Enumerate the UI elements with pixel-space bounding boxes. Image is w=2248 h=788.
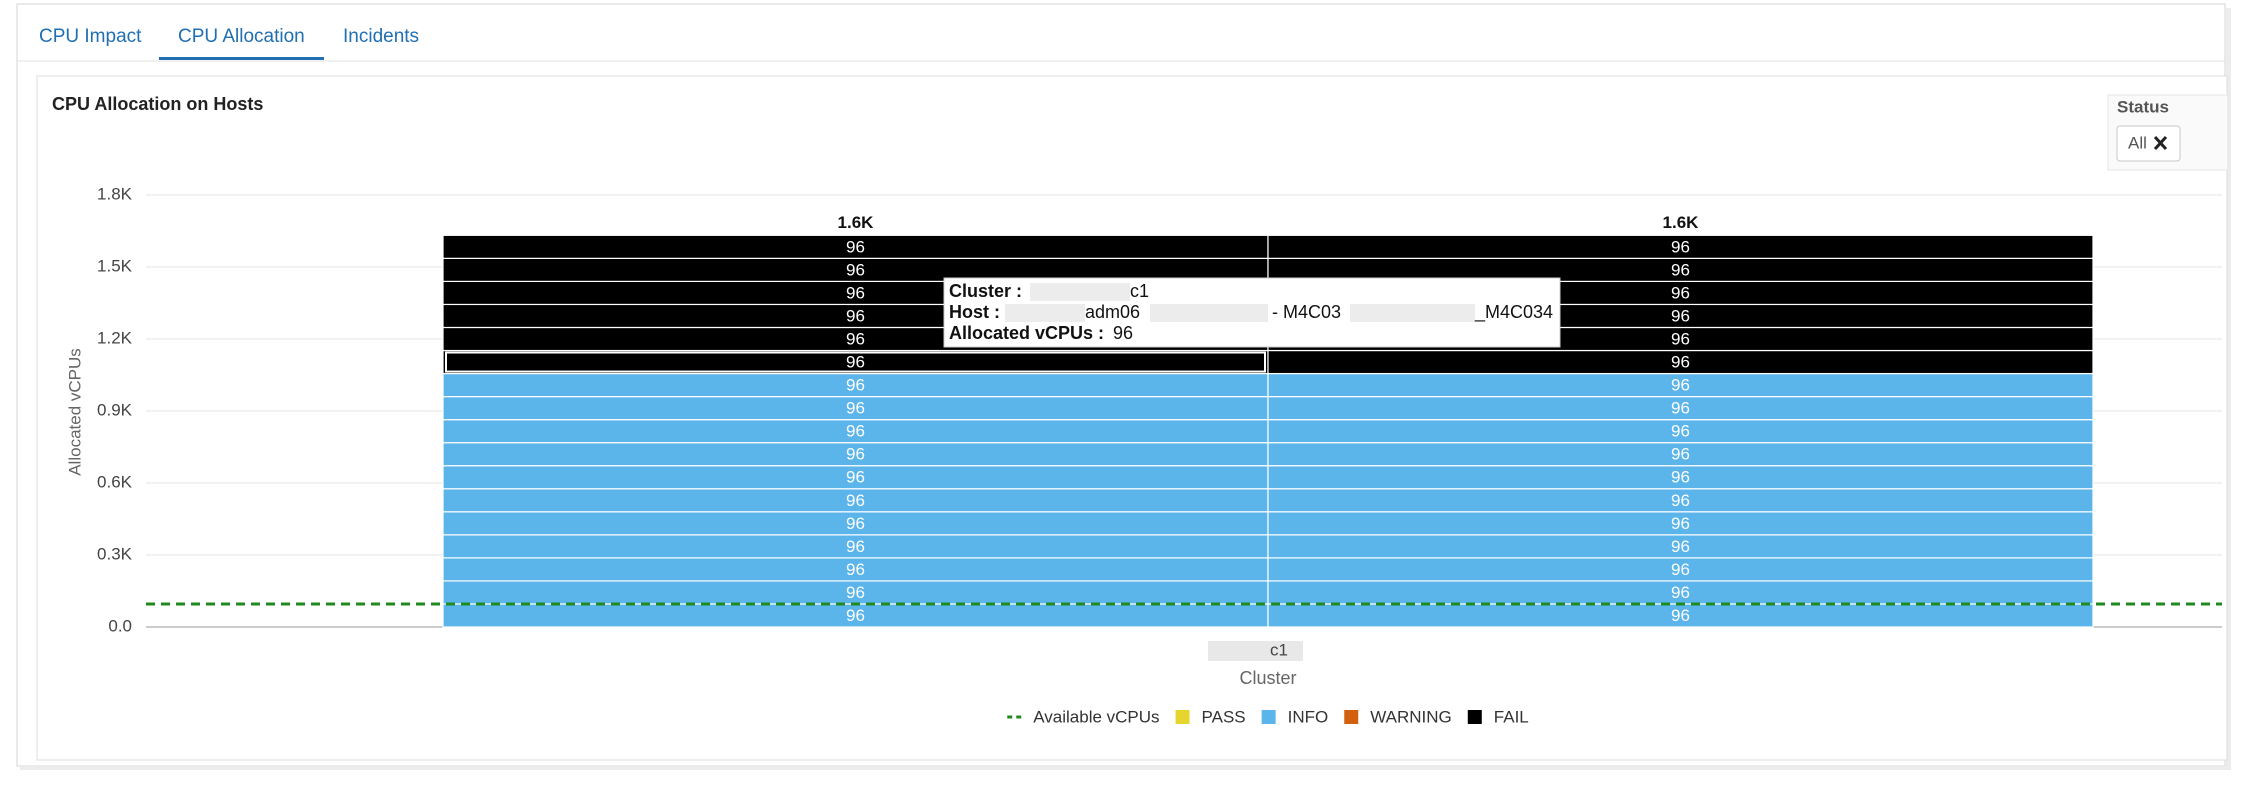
chart-title: CPU Allocation on Hosts (52, 94, 263, 114)
filter-clear-icon[interactable] (2153, 135, 2168, 151)
tab-active[interactable]: CPU Allocation (178, 26, 305, 47)
legend-label: FAIL (1494, 707, 1529, 726)
stack-total-label: 1.6K (838, 213, 875, 232)
segment-label: 96 (846, 353, 865, 372)
filter-chip[interactable] (2116, 125, 2181, 162)
tooltip-key: Cluster : (949, 281, 1022, 301)
segment-label: 96 (1671, 329, 1690, 348)
redacted (1150, 304, 1268, 322)
tab[interactable]: CPU Impact (39, 26, 142, 47)
redacted (1208, 641, 1303, 661)
segment-label: 96 (1671, 422, 1690, 441)
legend-swatch (1175, 710, 1190, 724)
segment-label: 96 (846, 606, 865, 625)
segment-label: 96 (1671, 491, 1690, 510)
tooltip-value: c1 (1130, 281, 1149, 301)
y-axis-title: Allocated vCPUs (65, 348, 84, 476)
redacted (1005, 304, 1085, 322)
segment-label: 96 (846, 583, 865, 602)
filter-value: All (2128, 133, 2147, 152)
y-tick-label: 0.0 (108, 616, 132, 635)
segment-label: 96 (846, 329, 865, 348)
card-shadow (20, 766, 2230, 770)
segment-label: 96 (1671, 468, 1690, 487)
x-tick-label: c1 (1270, 640, 1288, 659)
legend: Available vCPUs PASS INFO WARNING FAIL (1007, 707, 1529, 726)
y-tick-label: 1.2K (97, 328, 133, 347)
legend-swatch (1467, 710, 1482, 724)
legend-label: Available vCPUs (1033, 707, 1159, 726)
tooltip-value: _M4C034 (1474, 302, 1553, 323)
legend-swatch (1344, 710, 1359, 724)
segment-label: 96 (846, 376, 865, 395)
segment-label: 96 (846, 491, 865, 510)
segment-label: 96 (846, 468, 865, 487)
tooltip-key: Allocated vCPUs : (949, 323, 1104, 343)
tooltip-key: Host : (949, 302, 1000, 322)
legend-label: WARNING (1370, 707, 1452, 726)
segment-label: 96 (846, 283, 865, 302)
hover-outline (445, 351, 1266, 373)
redacted (1030, 283, 1130, 301)
segment-label: 96 (846, 537, 865, 556)
segment-label: 96 (1671, 560, 1690, 579)
segment-label: 96 (846, 260, 865, 279)
segment-label: 96 (1671, 537, 1690, 556)
tooltip-value: - M4C03 (1272, 302, 1341, 322)
segment-label: 96 (1671, 260, 1690, 279)
y-tick-label: 0.9K (97, 400, 133, 419)
tooltip-value: adm06 (1085, 302, 1140, 322)
segment-label: 96 (1671, 445, 1690, 464)
tab[interactable]: Incidents (343, 26, 419, 47)
x-axis-title: Cluster (1239, 668, 1296, 688)
segment-label: 96 (1671, 606, 1690, 625)
segment-label: 96 (1671, 583, 1690, 602)
segment-label: 96 (1671, 514, 1690, 533)
filter-label: Status (2117, 97, 2169, 116)
y-tick-label: 0.6K (97, 472, 133, 491)
card-shadow (2226, 8, 2231, 770)
bar-segment (1267, 234, 2094, 259)
tooltip: Cluster : c1 Host : adm06 - M4C03 _M4C03… (943, 277, 1561, 348)
segment-label: 96 (846, 237, 865, 256)
legend-swatch (1261, 710, 1276, 724)
y-tick-label: 1.8K (97, 184, 133, 203)
segment-label: 96 (846, 306, 865, 325)
segment-label: 96 (1671, 353, 1690, 372)
segment-label: 96 (1671, 283, 1690, 302)
segment-label: 96 (846, 422, 865, 441)
y-tick-label: 1.5K (97, 256, 133, 275)
tab-underline (159, 57, 324, 60)
segment-label: 96 (1671, 306, 1690, 325)
segment-label: 96 (846, 445, 865, 464)
legend-label: INFO (1288, 707, 1329, 726)
segment-label: 96 (1671, 399, 1690, 418)
legend-label: PASS (1202, 707, 1246, 726)
tooltip-value: 96 (1113, 323, 1133, 343)
plot: 0.0 0.3K 0.6K 0.9K 1.2K 1.5K 1.8K 96 96 96 96 96 96 9… (97, 184, 2222, 635)
segment-label: 96 (846, 399, 865, 418)
segment-label: 96 (846, 514, 865, 533)
stack-total-label: 1.6K (1663, 213, 1700, 232)
redacted (1350, 304, 1475, 322)
segment-label: 96 (1671, 237, 1690, 256)
y-tick-label: 0.3K (97, 544, 133, 563)
segment-label: 96 (1671, 376, 1690, 395)
segment-label: 96 (846, 560, 865, 579)
